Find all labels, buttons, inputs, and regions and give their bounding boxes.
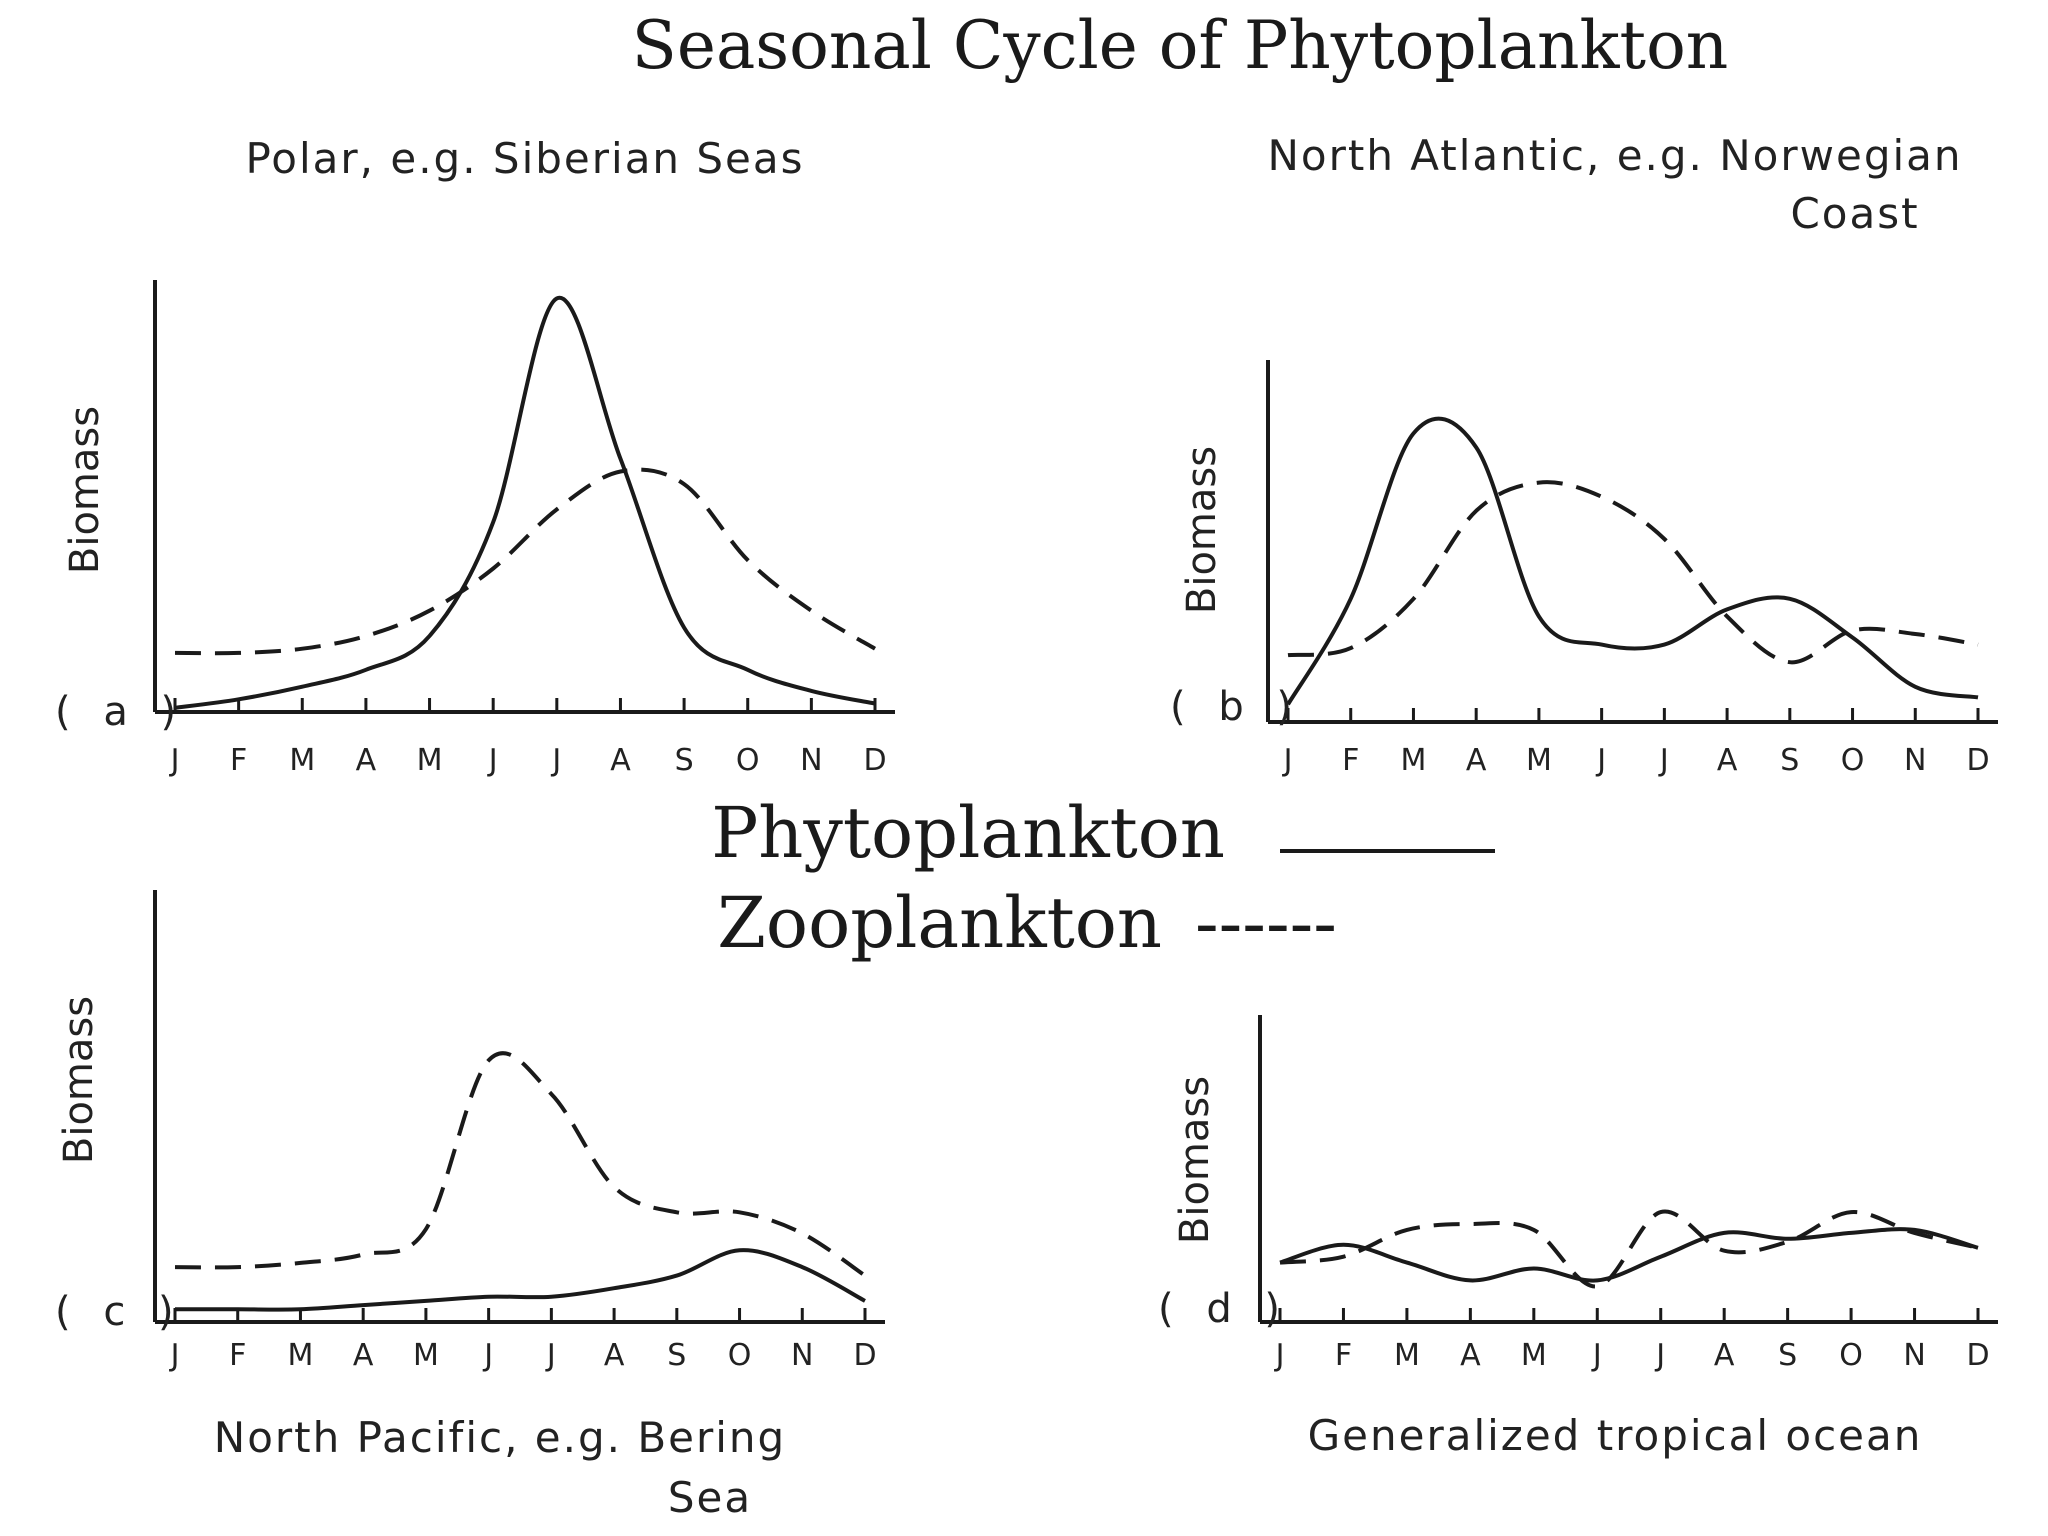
panel-a-tick-label: A: [610, 743, 631, 778]
panel-a-tick-label: J: [487, 743, 498, 778]
panel-a-tick-label: J: [550, 743, 561, 778]
panel-d-tick-label: M: [1394, 1338, 1420, 1373]
panel-b-tick-label: S: [1780, 743, 1799, 778]
legend-zooplankton-dashes: ------: [1195, 882, 1337, 964]
panel-c-zooplankton-line: [174, 1051, 867, 1278]
panel-c-subtitle: North Pacific, e.g. Bering: [214, 1413, 786, 1462]
panel-c-tick-label: S: [667, 1338, 686, 1373]
legend-zooplankton-label: Zooplankton: [717, 882, 1162, 964]
panel-a-tick-label: F: [230, 743, 247, 778]
panel-b-subtitle-line2: Coast: [1790, 189, 1919, 238]
panel-a-label: ( a ): [55, 689, 186, 735]
panel-d-tick-label: F: [1335, 1338, 1352, 1373]
panel-b-zooplankton-line: [1287, 480, 1979, 665]
panel-a-tick-label: O: [736, 743, 760, 778]
panel-c-y-label: Biomass: [56, 996, 102, 1164]
panel-c-tick-label: J: [482, 1338, 493, 1373]
panel-d-phytoplankton-line: [1279, 1227, 1979, 1283]
panel-a-tick-label: J: [169, 743, 180, 778]
panel-d-tick-label: D: [1966, 1338, 1989, 1373]
panel-a-zooplankton-line: [174, 467, 877, 656]
panel-d: J F M A M J J A S O N D Biomass ( d ) Generalized trop…: [1158, 1015, 1998, 1460]
panel-d-zooplankton-line: [1279, 1209, 1979, 1289]
panel-b-tick-label: A: [1466, 743, 1487, 778]
panel-c-tick-label: O: [728, 1338, 752, 1373]
panel-b: J F M A M J J A S O N D Biomass ( b ) North Atlantic, …: [1170, 131, 1998, 778]
panel-b-tick-label: N: [1904, 743, 1926, 778]
panel-b-label: ( b ): [1170, 684, 1302, 730]
panel-c-tick-label: A: [353, 1338, 374, 1373]
panel-d-tick-label: M: [1521, 1338, 1547, 1373]
panel-c-tick-label: A: [604, 1338, 625, 1373]
panel-c-tick-label: N: [791, 1338, 813, 1373]
panel-b-phytoplankton-line: [1286, 416, 1979, 706]
panel-d-tick-label: S: [1778, 1338, 1797, 1373]
panel-d-tick-label: J: [1591, 1338, 1602, 1373]
panel-c: J F M A M J J A S O N D Biomass ( c ) North Pacific, e…: [55, 890, 885, 1522]
panel-c-tick-label: D: [853, 1338, 876, 1373]
panel-c-tick-label: M: [288, 1338, 314, 1373]
panel-c-tick-label: F: [229, 1338, 246, 1373]
panel-b-tick-label: A: [1717, 743, 1738, 778]
panel-a-tick-label: D: [863, 743, 886, 778]
panel-c-phytoplankton-line: [174, 1248, 866, 1312]
panel-d-y-label: Biomass: [1172, 1076, 1218, 1244]
panel-a: J F M A M J J A S O N D Biomass ( a ) Polar, e.g. Sibe…: [55, 134, 895, 778]
panel-a-tick-label: N: [800, 743, 822, 778]
panel-d-subtitle: Generalized tropical ocean: [1308, 1411, 1923, 1460]
panel-b-tick-label: D: [1966, 743, 1989, 778]
panel-b-tick-label: M: [1526, 743, 1552, 778]
panel-c-label: ( c ): [55, 1289, 184, 1335]
panel-b-tick-label: F: [1342, 743, 1359, 778]
figure-title: Seasonal Cycle of Phytoplankton: [632, 7, 1729, 84]
panel-d-tick-label: A: [1460, 1338, 1481, 1373]
panel-b-tick-label: J: [1658, 743, 1669, 778]
panel-b-subtitle: North Atlantic, e.g. Norwegian: [1267, 131, 1962, 180]
panel-a-tick-label: M: [417, 743, 443, 778]
panel-c-tick-label: J: [169, 1338, 180, 1373]
panel-d-tick-label: J: [1654, 1338, 1665, 1373]
panel-d-label: ( d ): [1158, 1286, 1290, 1332]
panel-b-tick-label: J: [1595, 743, 1606, 778]
panel-a-y-label: Biomass: [62, 406, 108, 574]
legend-phytoplankton-label: Phytoplankton: [711, 792, 1225, 874]
panels: J F M A M J J A S O N D Biomass ( a ) Polar, e.g. Sibe…: [55, 131, 1998, 1522]
panel-b-tick-label: J: [1282, 743, 1293, 778]
panel-a-phytoplankton-line: [174, 295, 876, 710]
panel-b-tick-label: M: [1401, 743, 1427, 778]
panel-d-tick-label: A: [1714, 1338, 1735, 1373]
panel-a-tick-label: M: [289, 743, 315, 778]
panel-a-subtitle: Polar, e.g. Siberian Seas: [245, 134, 804, 183]
panel-b-y-label: Biomass: [1179, 446, 1225, 614]
panel-d-tick-label: N: [1903, 1338, 1925, 1373]
panel-d-tick-label: O: [1839, 1338, 1863, 1373]
panel-d-tick-label: J: [1274, 1338, 1285, 1373]
panel-b-tick-label: O: [1841, 743, 1865, 778]
panel-a-tick-label: A: [356, 743, 377, 778]
panel-c-subtitle-line2: Sea: [668, 1473, 752, 1522]
panel-c-tick-label: M: [413, 1338, 439, 1373]
panel-a-tick-label: S: [675, 743, 694, 778]
panel-c-tick-label: J: [545, 1338, 556, 1373]
legend: Phytoplankton Zooplankton ------: [711, 792, 1495, 964]
